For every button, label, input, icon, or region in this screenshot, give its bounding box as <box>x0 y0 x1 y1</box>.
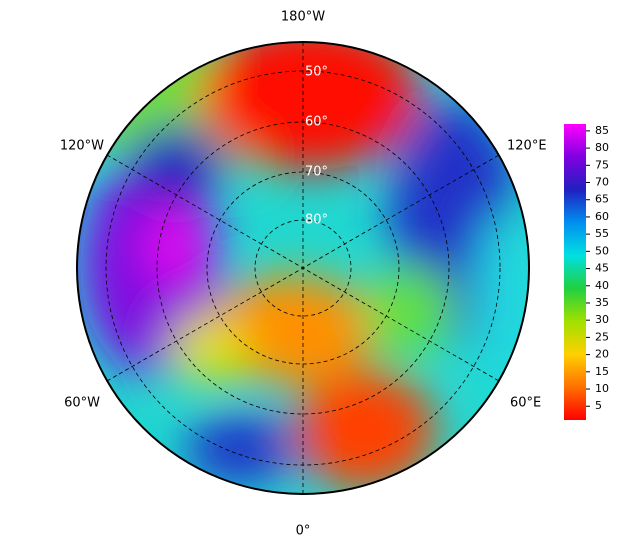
lon-label: 60°E <box>510 396 541 411</box>
lon-label: 180°W <box>281 10 325 25</box>
colorbar-tick-label: 80 <box>595 141 609 154</box>
colorbar-tick-label: 30 <box>595 313 609 326</box>
colorbar-tick-label: 5 <box>595 399 602 412</box>
lat-label: 80° <box>305 213 328 228</box>
colorbar-tick-label: 35 <box>595 296 609 309</box>
longitude-labels: 180°W 120°E 60°E 0° 60°W 120°W <box>60 10 547 539</box>
lat-label: 50° <box>305 65 328 80</box>
lat-label: 70° <box>305 165 328 180</box>
colorbar-ramp <box>564 124 586 420</box>
colorbar: 5 10 15 20 25 30 35 40 45 50 55 60 65 70 75 80 85 <box>564 124 609 420</box>
graticule <box>105 42 501 494</box>
colorbar-tick-label: 55 <box>595 227 609 240</box>
colorbar-tick-label: 40 <box>595 279 609 292</box>
colorbar-tick-label: 15 <box>595 365 609 378</box>
polar-field <box>77 42 529 494</box>
lat-label: 60° <box>305 115 328 130</box>
colorbar-tick-label: 25 <box>595 330 609 343</box>
colorbar-tick-label: 70 <box>595 176 609 189</box>
colorbar-tick-label: 20 <box>595 348 609 361</box>
lon-label: 120°W <box>60 139 104 154</box>
latitude-labels: 50° 60° 70° 80° <box>305 65 328 228</box>
colorbar-tick-label: 50 <box>595 244 609 257</box>
colorbar-tick-label: 60 <box>595 210 609 223</box>
map-border <box>76 41 530 495</box>
lon-label: 0° <box>296 524 311 539</box>
colorbar-tick-label: 75 <box>595 158 609 171</box>
colorbar-tick-label: 65 <box>595 193 609 206</box>
colorbar-tick-label: 85 <box>595 124 609 137</box>
lon-label: 60°W <box>64 396 100 411</box>
colorbar-tick-label: 45 <box>595 262 609 275</box>
lon-label: 120°E <box>507 139 547 154</box>
colorbar-tick-label: 10 <box>595 382 609 395</box>
